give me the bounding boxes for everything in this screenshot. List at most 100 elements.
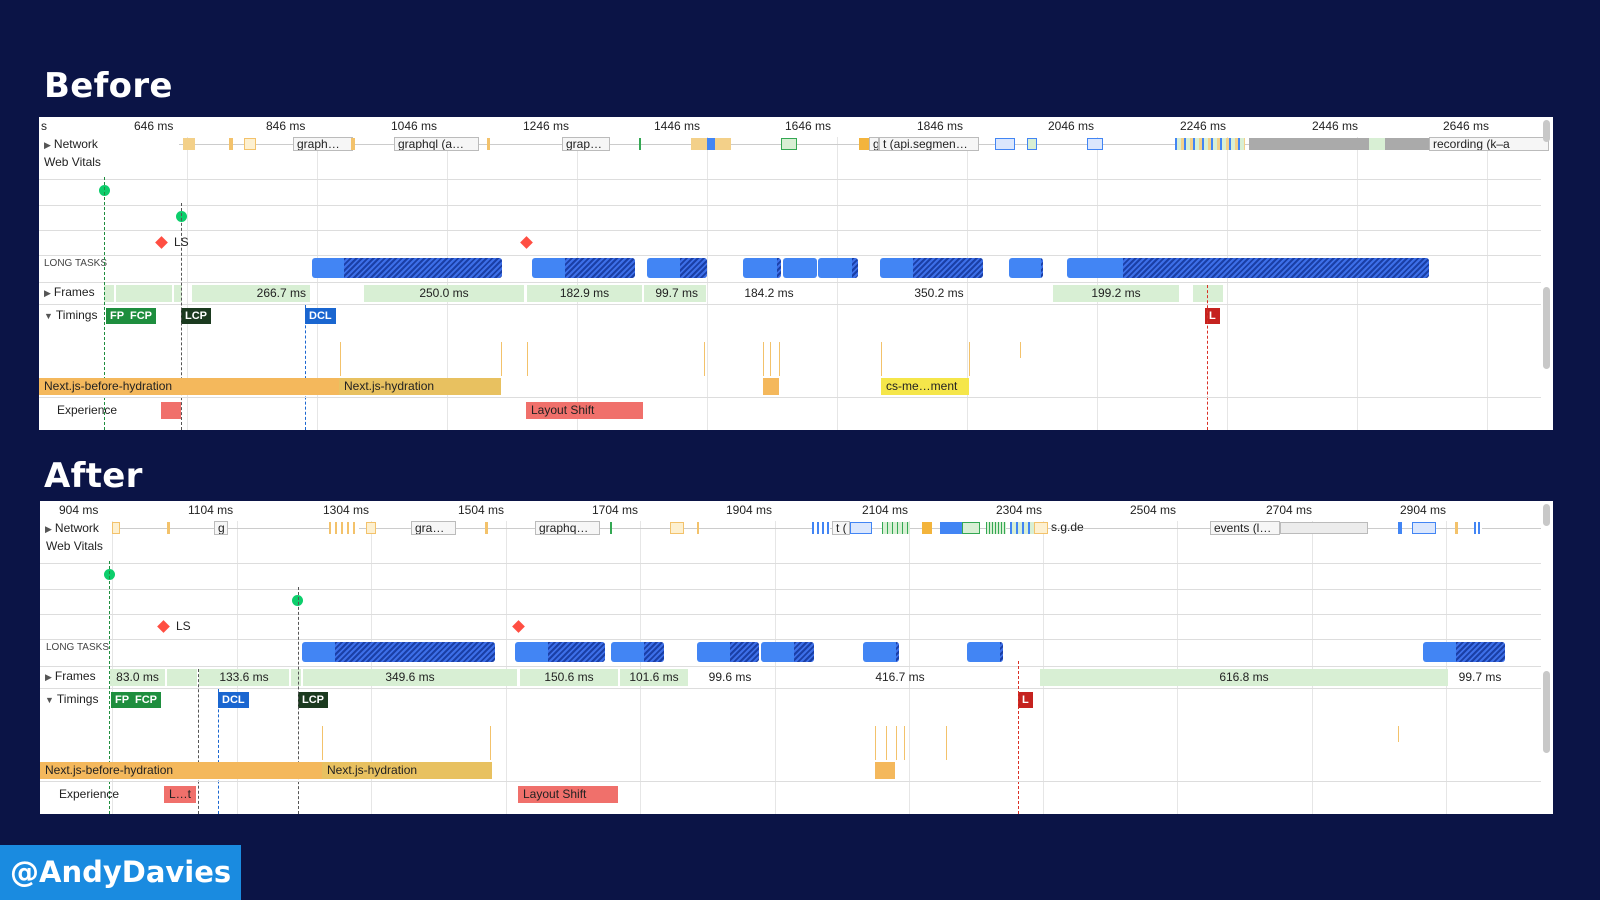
frame[interactable]: 349.6 ms [303,669,517,686]
network-track-toggle[interactable]: ▶ Network [44,137,98,151]
experience-label: Experience [57,403,118,417]
long-task[interactable] [761,642,814,662]
lcp-badge[interactable]: LCP [298,692,328,708]
frame[interactable]: 416.7 ms [875,670,925,684]
frame[interactable] [174,285,182,302]
long-task[interactable] [1067,258,1429,278]
hydration-measure[interactable]: Next.js-hydration [322,762,492,779]
scrollbar-top[interactable] [1543,120,1550,142]
frame[interactable]: 350.2 ms [914,286,964,300]
network-request[interactable]: t ( [832,521,850,535]
fp-badge[interactable]: FP [106,308,129,324]
network-track-toggle[interactable]: ▶ Network [45,521,99,535]
long-tasks-label: LONG TASKS [44,258,107,269]
long-task[interactable] [532,258,635,278]
lcp-marker[interactable] [292,595,303,606]
dcl-badge[interactable]: DCL [218,692,249,708]
network-request[interactable]: graphq… [535,521,600,535]
layout-shift-marker[interactable] [157,620,170,633]
layout-shift-bar[interactable] [161,402,181,419]
dcl-badge[interactable]: DCL [305,308,336,324]
hydration-measure[interactable]: Next.js-hydration [339,378,501,395]
network-request[interactable]: s.g.de [1051,521,1084,534]
ruler-tick: 2104 ms [862,503,909,517]
cs-measure[interactable]: cs-me…ment [881,378,969,395]
network-request[interactable]: grap… [562,137,610,151]
layout-shift-bar[interactable]: L…t [164,786,196,803]
before-hydration-measure[interactable]: Next.js-before-hydration [39,378,339,395]
network-request[interactable]: graph… [293,137,353,151]
timings-track-toggle[interactable]: ▼ Timings [45,692,98,706]
network-request[interactable]: recording (k–a [1429,137,1549,151]
long-task[interactable] [697,642,759,662]
long-task[interactable] [818,258,858,278]
frame[interactable] [291,669,301,686]
before-hydration-measure[interactable]: Next.js-before-hydration [40,762,322,779]
long-task[interactable] [783,258,817,278]
layout-shift-bar[interactable]: Layout Shift [526,402,643,419]
network-request[interactable]: g [869,137,879,151]
lcp-badge[interactable]: LCP [181,308,211,324]
layout-shift-marker[interactable] [155,236,168,249]
fcp-badge[interactable]: FCP [131,692,161,708]
frame[interactable]: 133.6 ms [199,669,289,686]
scrollbar-thumb[interactable] [1543,287,1550,369]
network-request[interactable]: graphql (a… [394,137,479,151]
frame[interactable]: 99.7 ms [1458,670,1502,684]
fp-badge[interactable]: FP [111,692,134,708]
network-request[interactable]: t (api.segmen… [879,137,979,151]
long-task[interactable] [1009,258,1043,278]
collapse-triangle-icon: ▼ [45,695,54,705]
frames-track-toggle[interactable]: ▶ Frames [45,669,96,683]
network-request[interactable]: g [214,521,228,535]
frame[interactable] [1193,285,1223,302]
ruler-tick: 1846 ms [917,119,964,133]
timings-track-toggle[interactable]: ▼ Timings [44,308,97,322]
long-task[interactable] [743,258,781,278]
expand-triangle-icon: ▶ [45,524,52,534]
frame[interactable]: 199.2 ms [1053,285,1179,302]
long-task[interactable] [647,258,707,278]
frame[interactable] [116,285,172,302]
frame[interactable]: 266.7 ms [192,285,310,302]
frame[interactable]: 83.0 ms [110,669,165,686]
frame[interactable] [167,669,197,686]
frame[interactable]: 99.6 ms [708,670,752,684]
long-task[interactable] [967,642,1003,662]
scrollbar-top[interactable] [1543,504,1550,526]
network-request[interactable]: events (l… [1210,521,1280,535]
layout-shift-bar[interactable]: Layout Shift [518,786,618,803]
network-label: Network [53,137,98,151]
layout-shift-marker[interactable] [520,236,533,249]
long-task[interactable] [312,258,502,278]
layout-shift-marker[interactable] [512,620,525,633]
load-badge[interactable]: L [1205,308,1220,324]
long-task[interactable] [515,642,605,662]
frame[interactable]: 101.6 ms [620,669,688,686]
network-request[interactable]: gra… [411,521,456,535]
long-task[interactable] [1423,642,1505,662]
ruler-tick: 1304 ms [323,503,370,517]
frame[interactable]: 616.8 ms [1040,669,1448,686]
ls-label: LS [176,619,191,633]
ruler-tick: 1246 ms [523,119,570,133]
frames-track-toggle[interactable]: ▶ Frames [44,285,95,299]
long-task[interactable] [611,642,664,662]
frame[interactable]: 250.0 ms [364,285,524,302]
long-task[interactable] [880,258,983,278]
network-label: Network [54,521,99,535]
load-badge[interactable]: L [1018,692,1033,708]
ruler-tick: 1504 ms [458,503,505,517]
frame[interactable]: 99.7 ms [644,285,706,302]
long-task[interactable] [863,642,899,662]
fcp-badge[interactable]: FCP [126,308,156,324]
frame[interactable]: 150.6 ms [520,669,618,686]
scrollbar-thumb[interactable] [1543,671,1550,753]
user-timing-measure[interactable] [875,762,895,779]
frame[interactable]: 184.2 ms [744,286,794,300]
user-timing-measure[interactable] [763,378,779,395]
ruler-tick: 2646 ms [1443,119,1490,133]
frame[interactable]: 182.9 ms [527,285,642,302]
long-task[interactable] [302,642,495,662]
frame[interactable] [104,285,114,302]
